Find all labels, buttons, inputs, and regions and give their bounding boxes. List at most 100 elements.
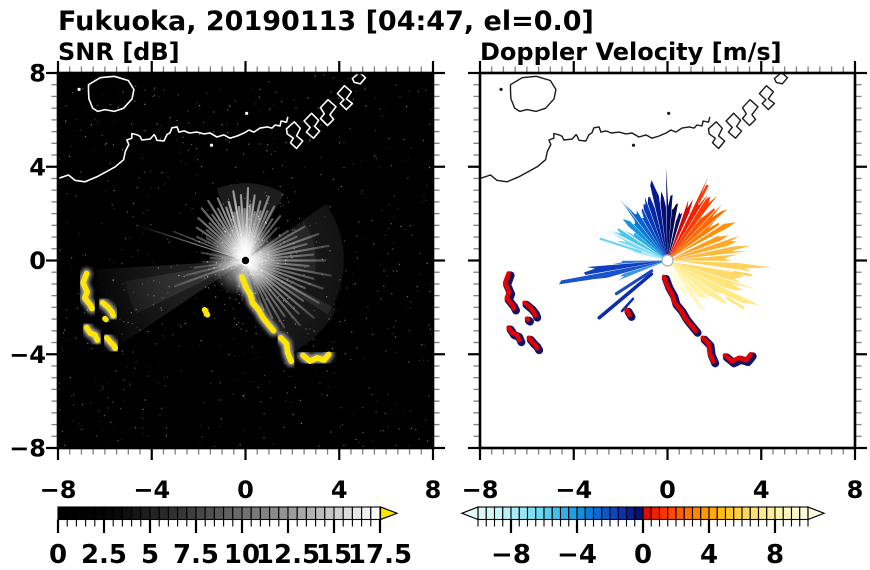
clutter-echo (502, 271, 517, 311)
colorbar-cell (576, 506, 586, 521)
coastline-port (758, 84, 776, 111)
velocity-sector (667, 245, 751, 261)
snr-fan-sector (95, 260, 246, 345)
colorbar-cell (592, 506, 603, 521)
colorbar-tick-label: 10 (224, 540, 260, 570)
colorbar-cell (733, 506, 743, 521)
colorbar-cell (85, 506, 96, 521)
x-tick-label: −8 (40, 476, 77, 504)
colorbar-tick-label: −8 (491, 540, 531, 570)
colorbar-cell (708, 506, 718, 521)
colorbar-cell (296, 506, 307, 521)
velocity-sector (622, 219, 668, 261)
x-tick-label: 4 (331, 476, 348, 504)
colorbar-cell (370, 506, 381, 521)
coastline-port (741, 98, 759, 127)
colorbar-cell (625, 506, 636, 521)
colorbar-cell (485, 506, 496, 521)
velocity-colorbar: −8 −4 0 4 8 (460, 506, 826, 570)
colorbar-cell (315, 506, 326, 521)
clutter-echo (522, 300, 538, 318)
x-tick-label: 8 (847, 476, 864, 504)
radial-beam (670, 265, 704, 318)
colorbar-cell (543, 506, 553, 521)
colorbar-cell (658, 506, 669, 521)
velocity-sector (667, 212, 683, 261)
colorbar-cell (749, 506, 760, 521)
velocity-sector (667, 260, 745, 284)
velocity-sector (625, 204, 668, 261)
coastline-islet (209, 143, 214, 147)
colorbar-cell (351, 506, 363, 521)
x-tick-label: 0 (659, 476, 676, 504)
plot-axes: −8 −4 0 4 8 (462, 61, 867, 504)
colorbar-cell (650, 506, 661, 521)
colorbar-under-arrow (460, 506, 479, 521)
colorbar-cell (782, 506, 793, 521)
colorbar-cell (675, 506, 685, 521)
colorbar-cell (57, 506, 68, 521)
colorbar-cell (584, 506, 595, 521)
velocity-panel: −8 −4 0 4 8 (462, 61, 867, 504)
colorbar-cell (551, 506, 562, 521)
colorbar-cell (232, 506, 243, 521)
clutter-echo (506, 325, 522, 343)
colorbar-cell (799, 506, 809, 521)
colorbar-cell (766, 506, 776, 521)
colorbar-tick-label: 8 (766, 540, 784, 570)
colorbar-cell (195, 506, 206, 521)
coastline-port (336, 84, 354, 111)
colorbar-cell (535, 506, 545, 521)
colorbar-tick-label: 4 (700, 540, 718, 570)
plot-frame (56, 71, 435, 450)
clutter-echo (80, 270, 95, 312)
snr-panel-title: SNR [dB] (58, 38, 180, 66)
colorbar-cell (149, 506, 160, 521)
clutter-echo (526, 335, 540, 351)
clutter-echo (524, 316, 531, 322)
clutter-echo (201, 306, 211, 318)
colorbar-cell (502, 506, 512, 521)
velocity-sector (583, 260, 668, 275)
colorbar-cell (683, 506, 694, 521)
colorbar-cell (204, 506, 215, 521)
x-tick-label: 0 (237, 476, 254, 504)
velocity-sector (647, 196, 668, 261)
radial-beam (725, 296, 745, 309)
colorbar-cell (177, 506, 188, 521)
velocity-sector (624, 230, 668, 261)
colorbar-cell (741, 506, 751, 521)
clutter-echo (722, 352, 753, 364)
colorbar-cell (94, 506, 105, 521)
velocity-sector (643, 196, 668, 261)
velocity-sector (667, 196, 717, 261)
colorbar-cell (774, 506, 784, 521)
velocity-sector (558, 260, 668, 285)
radial-beam (697, 184, 709, 204)
colorbar-cell (477, 506, 487, 521)
velocity-sector (667, 203, 728, 261)
radial-beam (597, 272, 654, 320)
colorbar-tick-label: 2.5 (81, 540, 127, 570)
colorbar-cell (140, 506, 151, 521)
x-tick-label: −4 (133, 476, 170, 504)
coastline-mainland (480, 116, 711, 183)
coastline-island (509, 75, 557, 113)
colorbar-cell (361, 506, 372, 521)
coastline-port (303, 112, 321, 139)
colorbar-cell (518, 506, 529, 521)
clutter-echo (239, 274, 277, 334)
coastline-islet (77, 87, 81, 92)
colorbar-cell (700, 506, 710, 521)
colorbar-cell (691, 506, 702, 521)
clutter-echo (83, 324, 101, 343)
colorbar-cell (75, 506, 87, 521)
velocity-sector (667, 260, 707, 313)
colorbar-tick-label: 17.5 (348, 540, 412, 570)
colorbar-cell (493, 506, 504, 521)
velocity-sector (667, 208, 715, 261)
colorbar-cell (609, 506, 619, 521)
radial-beam (614, 269, 654, 296)
coastline-islet (245, 111, 249, 115)
